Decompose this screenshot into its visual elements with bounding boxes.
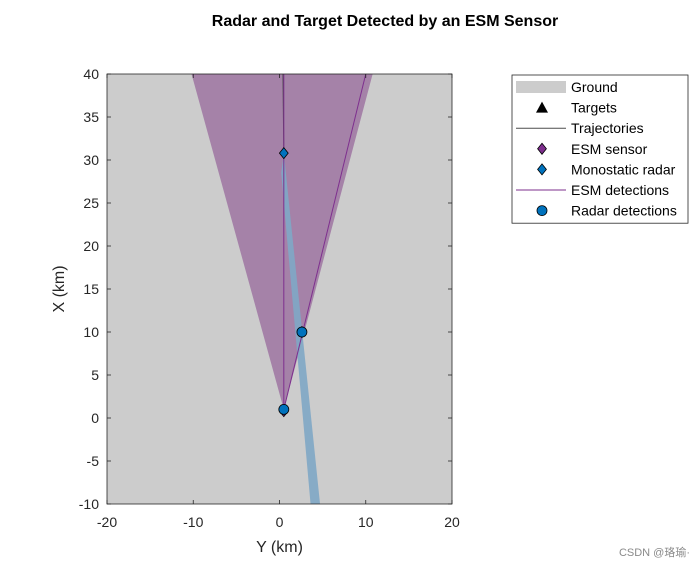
y-tick-label: 0 [91,410,99,426]
chart-title: Radar and Target Detected by an ESM Sens… [212,13,558,30]
y-tick-label: 20 [83,238,99,254]
legend-label: Targets [571,100,617,116]
legend-item: ESM sensor [537,141,648,157]
y-tick-label: 10 [83,324,99,340]
legend-item: Trajectories [516,120,644,136]
x-tick-label: 10 [358,514,374,530]
y-tick-label: -10 [79,496,99,512]
x-tick-label: 0 [276,514,284,530]
plot-area [107,74,452,504]
legend-ground-swatch [516,81,566,93]
legend-diamond-marker [537,163,547,176]
legend-label: Radar detections [571,203,677,219]
y-tick-label: 15 [83,281,99,297]
radar-detection-marker [278,403,290,415]
legend-label: Trajectories [571,120,644,136]
legend-label: Ground [571,79,618,95]
x-tick-label: -10 [183,514,203,530]
y-tick-label: 30 [83,152,99,168]
plot-content [107,74,452,504]
legend-item: Monostatic radar [537,161,676,177]
y-tick-label: 35 [83,109,99,125]
y-axis-label: X (km) [51,265,68,312]
legend-label: Monostatic radar [571,161,676,177]
legend-target-marker [536,101,548,113]
esm-coverage-wedge [191,74,373,410]
axes: -20 -10 0 10 20 -10 -5 0 5 10 15 20 25 30 35 40 [79,66,460,530]
x-tick-label: -20 [97,514,117,530]
y-tick-label: -5 [87,453,100,469]
legend: Ground Targets Trajectories ESM sensor Monos… [511,74,689,224]
esm-detection-line [283,74,367,410]
radar-detection-marker [296,326,308,338]
legend-item: Radar detections [536,203,677,219]
legend-item: ESM detections [516,182,669,198]
legend-label: ESM detections [571,182,669,198]
legend-item: Targets [536,100,617,116]
x-tick-label: 20 [444,514,460,530]
y-tick-label: 5 [91,367,99,383]
legend-circle-marker [536,205,548,217]
x-axis-label: Y (km) [256,539,303,556]
legend-item: Ground [516,79,618,95]
watermark: CSDN @珞瑜· [619,545,690,559]
legend-diamond-marker [537,142,547,155]
monostatic-radar-marker [278,146,289,160]
legend-label: ESM sensor [571,141,648,157]
y-tick-label: 40 [83,66,99,82]
y-tick-label: 25 [83,195,99,211]
